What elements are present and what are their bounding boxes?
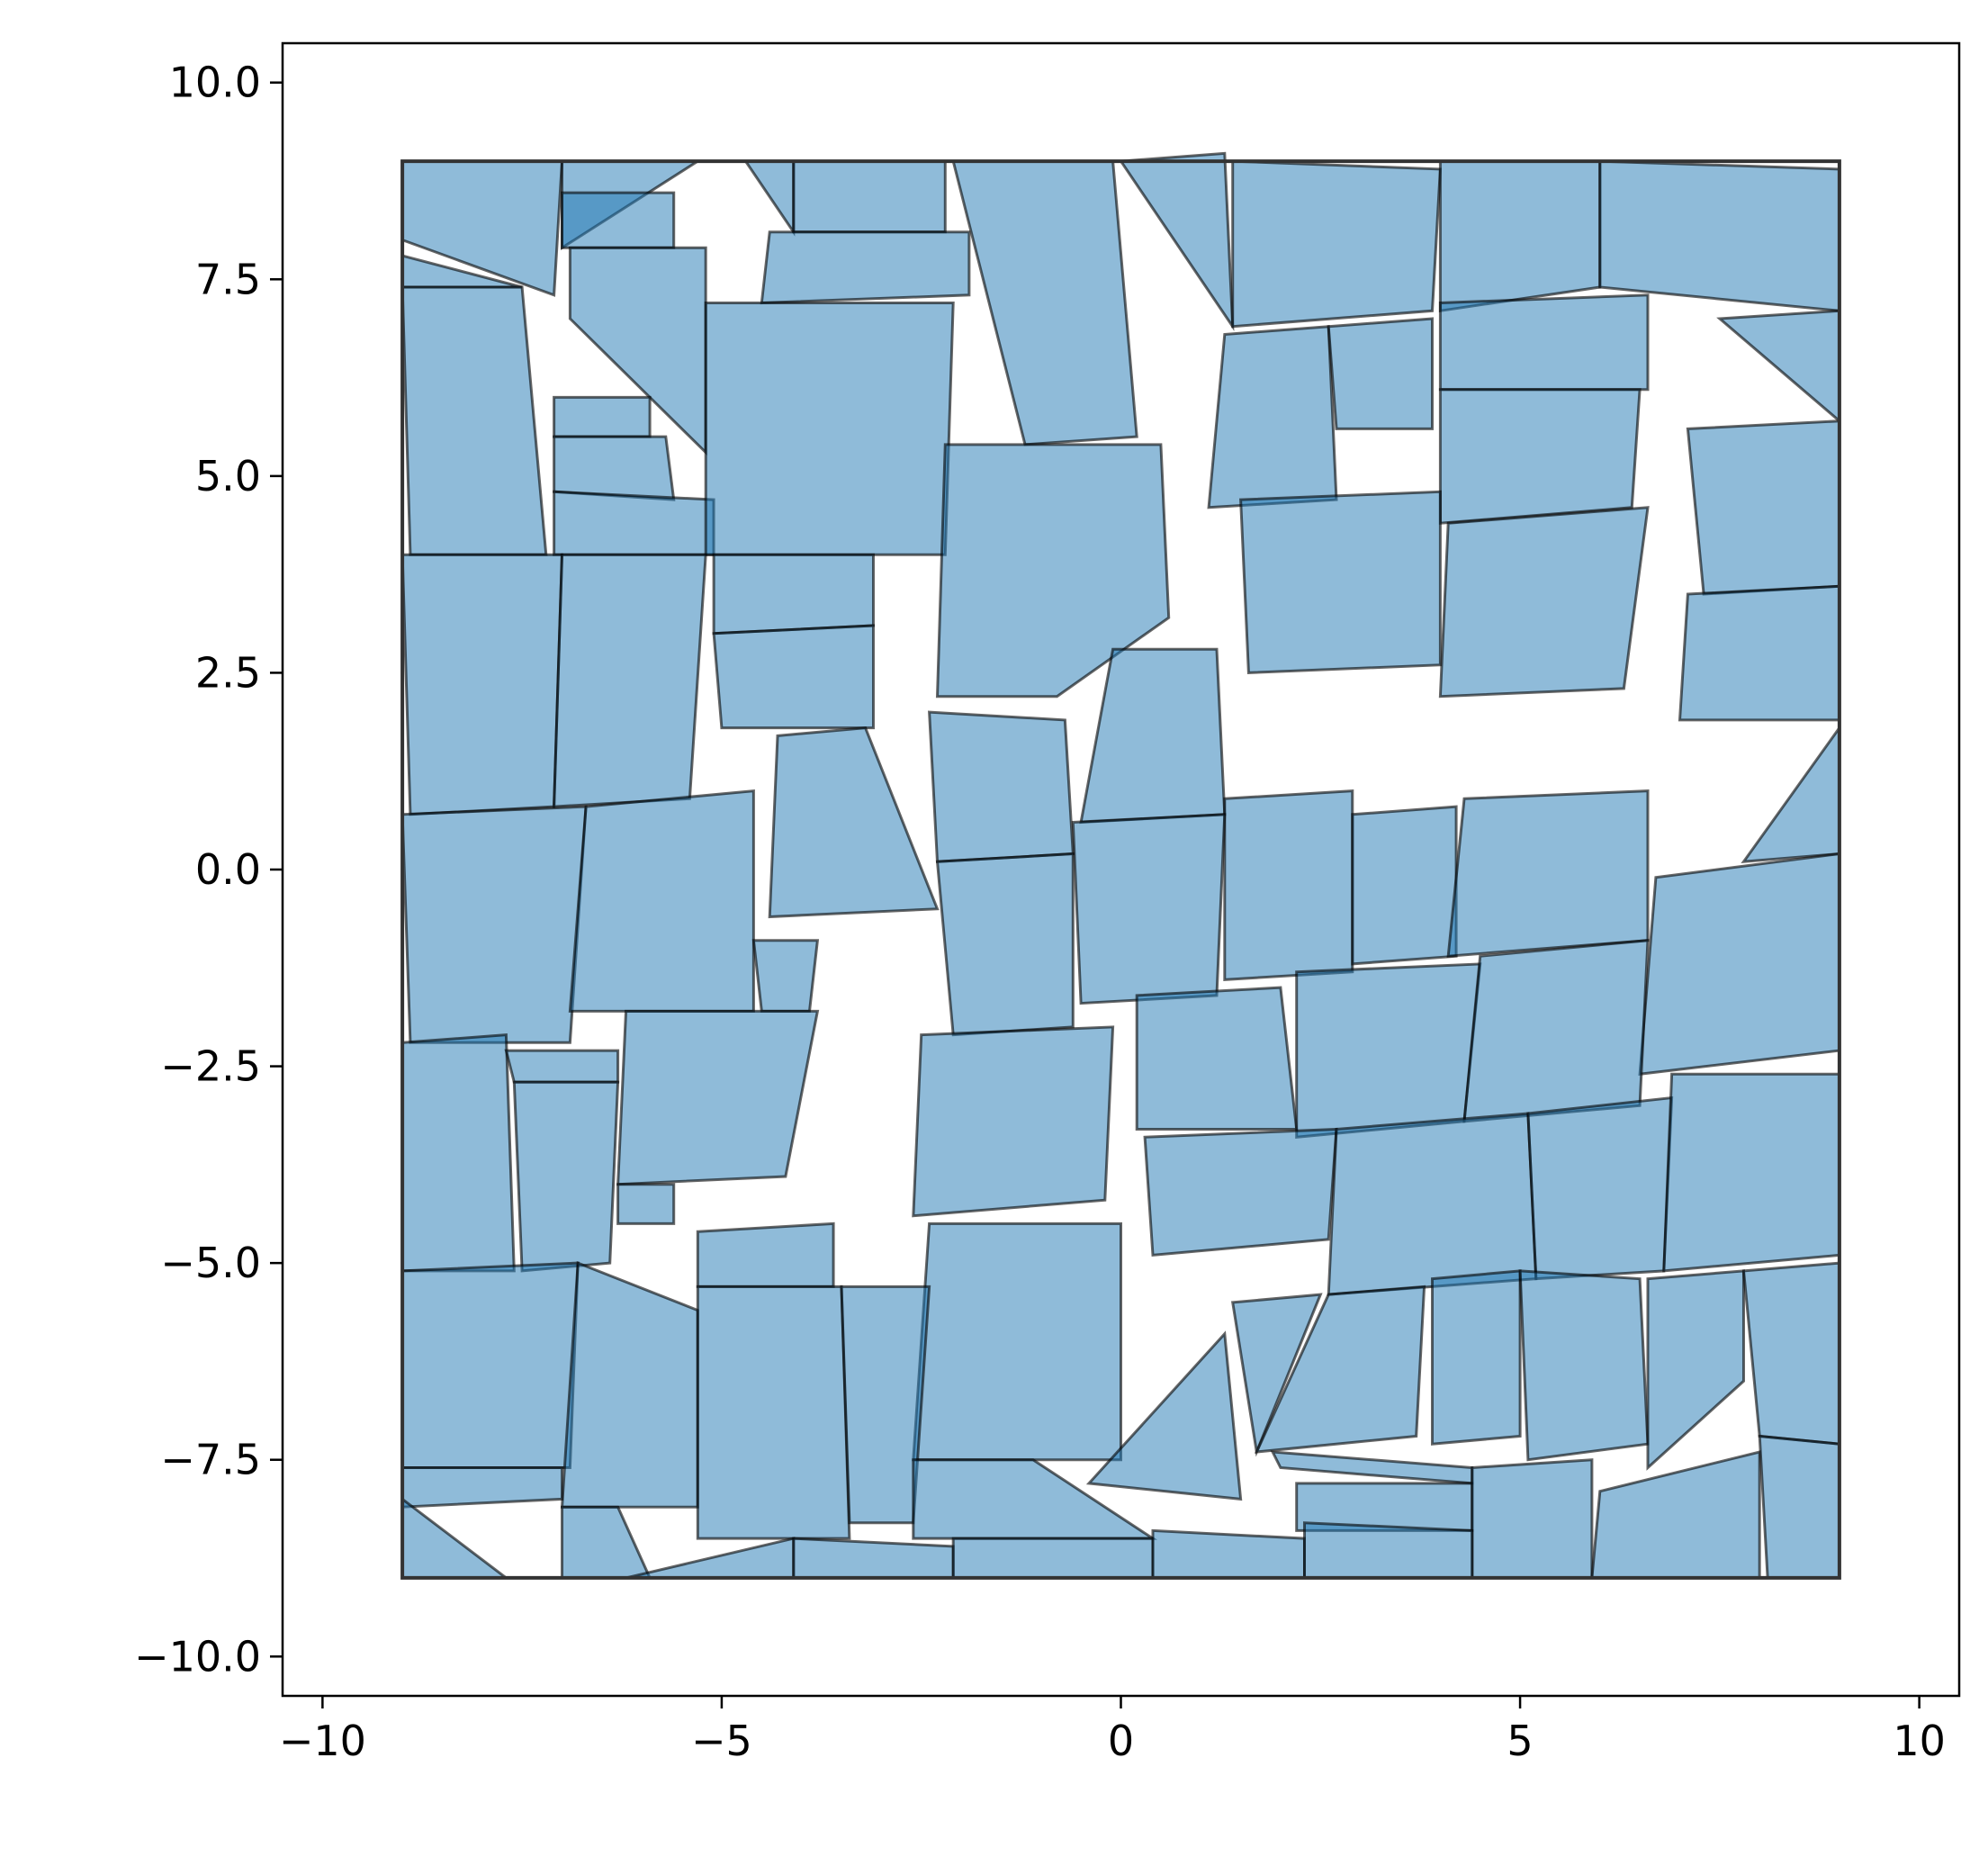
packed-polygon-47 [504, 1049, 620, 1084]
x-tick-label: 0 [1108, 1717, 1134, 1765]
packed-polygon-46 [400, 1032, 516, 1273]
packed-polygon-9 [951, 159, 1138, 446]
packed-polygon-26 [1239, 490, 1442, 674]
packed-polygon-83 [951, 1537, 1155, 1580]
x-axis: −10 −5 0 5 10 [279, 1696, 1946, 1765]
packed-polygon-34 [928, 710, 1075, 863]
x-tick-label: −5 [691, 1717, 752, 1765]
packed-polygon-52 [1135, 986, 1299, 1131]
x-tick-label: −10 [279, 1717, 366, 1765]
packed-polygon-70 [1741, 1261, 1841, 1446]
packed-polygon-56 [1327, 1112, 1538, 1296]
packed-polygon-32 [712, 624, 875, 730]
y-tick-label: −5.0 [160, 1239, 261, 1287]
packed-polygon-49 [616, 1009, 820, 1186]
packed-polygon-59 [696, 1221, 835, 1288]
packed-polygon-55 [1143, 1127, 1338, 1258]
packed-polygon-5 [742, 159, 796, 237]
packed-polygon-77 [1758, 1434, 1841, 1580]
packed-polygon-57 [1526, 1095, 1674, 1281]
packed-polygon-85 [1303, 1521, 1474, 1580]
packed-polygon-3 [561, 191, 676, 249]
packed-polygon-50 [616, 1183, 676, 1225]
packed-polygon-20 [1207, 325, 1338, 509]
packed-polygon-25 [1686, 419, 1841, 596]
packed-polygon-41 [568, 789, 755, 1013]
packed-polygon-76 [1590, 1450, 1761, 1580]
packed-polygon-40 [400, 805, 588, 1044]
packed-polygon-44 [1071, 813, 1227, 1005]
y-tick-label: −2.5 [160, 1042, 261, 1091]
packed-polygon-39 [1741, 723, 1841, 864]
packed-polygon-48 [512, 1080, 620, 1273]
y-tick-label: 7.5 [195, 255, 261, 303]
packed-polygon-24 [1438, 388, 1642, 525]
packed-polygon-51 [912, 1025, 1115, 1218]
packed-polygon-18 [704, 302, 955, 556]
packed-polygon-65 [1230, 1293, 1323, 1457]
y-tick-label: 5.0 [195, 452, 261, 500]
packed-polygon-30 [553, 553, 707, 808]
packed-polygon-82 [792, 1537, 955, 1580]
packed-polygon-21 [1327, 317, 1434, 430]
packed-polygon-75 [1471, 1458, 1594, 1580]
container-boundary [400, 159, 1841, 1580]
packed-polygon-23 [1716, 309, 1841, 424]
packed-polygon-31 [712, 553, 875, 636]
y-tick-label: 2.5 [195, 648, 261, 697]
y-tick-label: 0.0 [195, 845, 261, 894]
boundary-square-layer [400, 159, 1841, 1580]
packed-polygon-35 [1079, 647, 1227, 825]
packed-polygon-11 [1231, 159, 1442, 329]
packed-polygon-71 [1085, 1330, 1243, 1501]
packed-polygon-12 [1438, 159, 1602, 313]
y-tick-label: −7.5 [160, 1436, 261, 1484]
packed-polygon-36 [1223, 789, 1354, 981]
packed-polygon-84 [1151, 1528, 1306, 1580]
packed-polygon-80 [561, 1505, 652, 1580]
packed-polygon-81 [625, 1537, 796, 1580]
packed-polygon-38 [1446, 789, 1650, 958]
packed-polygon-53 [1295, 962, 1482, 1139]
packed-polygon-61 [400, 1261, 580, 1469]
y-axis: −10.0 −7.5 −5.0 −2.5 0.0 2.5 5.0 7.5 10.0 [134, 59, 283, 1681]
packed-polygon-7 [760, 230, 971, 305]
packed-polygon-79 [400, 1496, 510, 1580]
packed-polygon-69 [1646, 1269, 1745, 1471]
packed-polygon-27 [1438, 506, 1650, 699]
packed-polygon-37 [1351, 805, 1458, 966]
packed-polygon-42 [751, 939, 820, 1013]
packed-polygon-14 [400, 285, 548, 556]
packed-polygon-6 [792, 159, 947, 234]
packed-polygon-33 [768, 726, 940, 919]
packed-polygon-10 [1118, 151, 1235, 331]
packed-polygon-73 [1270, 1450, 1474, 1485]
packed-polygon-54 [1462, 939, 1650, 1123]
packed-polygon-28 [1678, 584, 1841, 722]
packed-polygon-45 [1638, 852, 1841, 1077]
x-tick-label: 5 [1507, 1717, 1533, 1765]
packed-polygon-16 [553, 435, 676, 501]
y-tick-label: −10.0 [134, 1632, 261, 1681]
packed-polygon-68 [1518, 1269, 1650, 1462]
packed-polygon-67 [1431, 1269, 1522, 1446]
packed-polygon-43 [935, 852, 1075, 1037]
packed-polygon-62 [560, 1260, 699, 1509]
packed-polygon-22 [1438, 293, 1650, 392]
packed-polygon-13 [1598, 159, 1841, 312]
packed-polygon-60 [912, 1221, 1122, 1462]
packed-polygon-17 [553, 490, 715, 556]
packed-polygon-78 [400, 1466, 563, 1509]
packed-polygon-58 [1662, 1072, 1841, 1273]
x-tick-label: 10 [1893, 1717, 1946, 1765]
packed-polygon-29 [400, 553, 564, 816]
packed-polygon-15 [553, 395, 652, 438]
packed-polygon-63 [696, 1285, 851, 1540]
y-tick-label: 10.0 [169, 59, 261, 107]
polygon-layer [400, 151, 1841, 1580]
packed-polygon-66 [1254, 1285, 1426, 1454]
